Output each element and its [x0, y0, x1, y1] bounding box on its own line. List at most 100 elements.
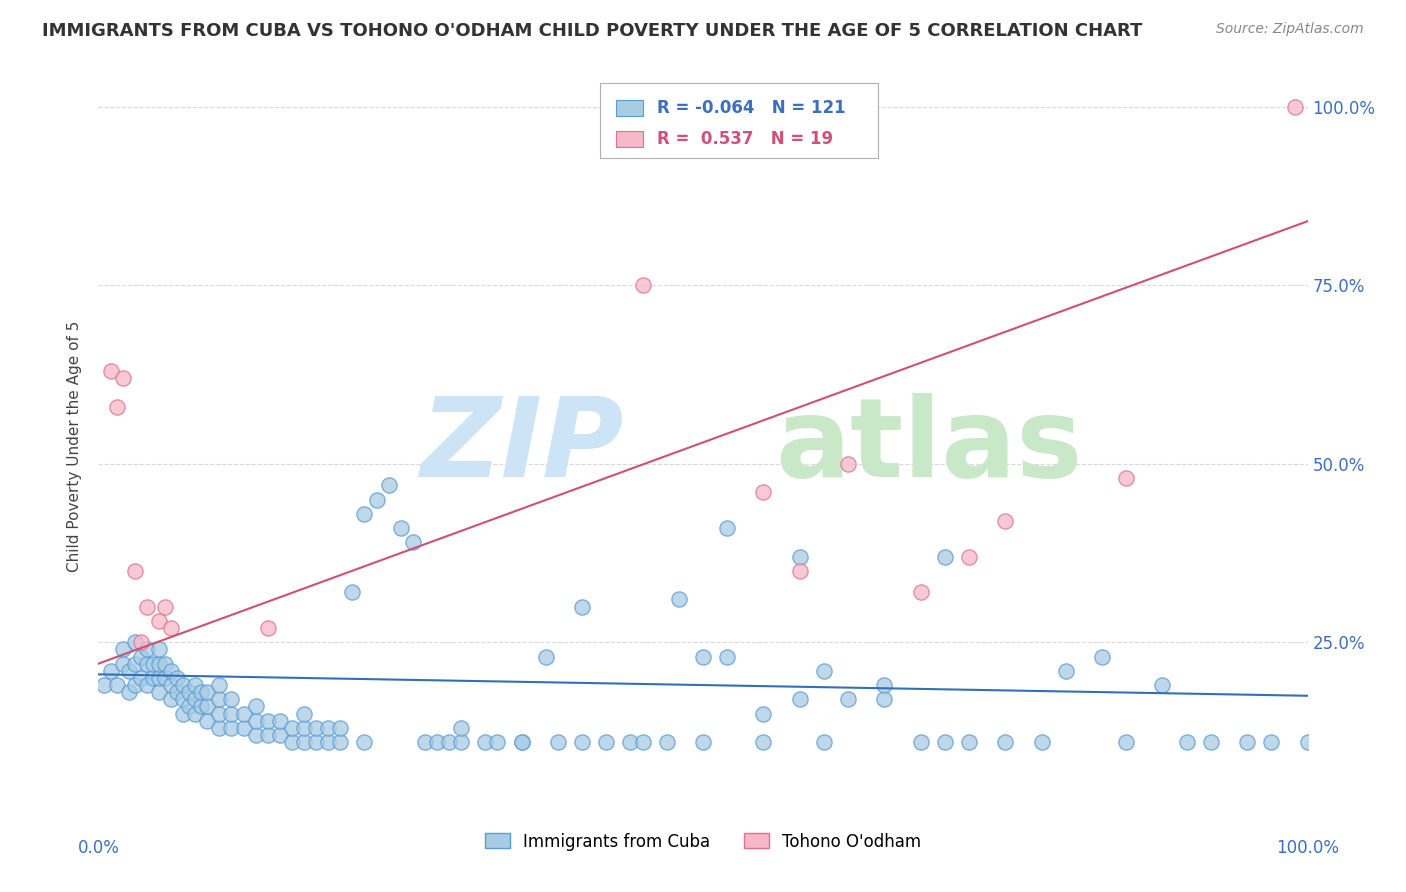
Point	[1115, 471, 1137, 485]
Point	[329, 721, 352, 735]
Point	[208, 692, 231, 706]
Point	[190, 685, 212, 699]
Point	[413, 735, 436, 749]
Point	[281, 735, 304, 749]
Point	[166, 671, 188, 685]
Text: R =  0.537   N = 19: R = 0.537 N = 19	[657, 130, 834, 148]
Point	[111, 371, 134, 385]
Point	[329, 735, 352, 749]
Point	[135, 678, 157, 692]
Y-axis label: Child Poverty Under the Age of 5: Child Poverty Under the Age of 5	[67, 320, 83, 572]
Point	[292, 735, 315, 749]
Point	[655, 735, 678, 749]
Point	[135, 657, 157, 671]
Point	[93, 678, 115, 692]
Point	[934, 735, 956, 749]
Point	[153, 671, 176, 685]
Point	[135, 642, 157, 657]
Point	[837, 692, 859, 706]
Point	[124, 564, 146, 578]
Point	[221, 706, 243, 721]
Point	[148, 657, 170, 671]
Point	[474, 735, 496, 749]
Point	[752, 706, 775, 721]
Point	[124, 657, 146, 671]
Point	[571, 599, 593, 614]
Point	[789, 564, 811, 578]
Point	[789, 549, 811, 564]
Point	[256, 728, 278, 742]
Point	[142, 657, 165, 671]
Point	[111, 642, 134, 657]
Point	[208, 721, 231, 735]
FancyBboxPatch shape	[600, 83, 879, 158]
Point	[631, 735, 654, 749]
Point	[668, 592, 690, 607]
Text: ZIP: ZIP	[420, 392, 624, 500]
Point	[148, 642, 170, 657]
Point	[377, 478, 399, 492]
Point	[124, 635, 146, 649]
Point	[118, 664, 141, 678]
Point	[342, 585, 364, 599]
Point	[195, 714, 218, 728]
Point	[534, 649, 557, 664]
Point	[316, 735, 339, 749]
Point	[910, 735, 932, 749]
Point	[595, 735, 617, 749]
Point	[292, 721, 315, 735]
Point	[873, 692, 896, 706]
Point	[232, 721, 254, 735]
Point	[172, 706, 194, 721]
Point	[1260, 735, 1282, 749]
Point	[129, 671, 152, 685]
Point	[716, 521, 738, 535]
Point	[179, 699, 201, 714]
Point	[166, 685, 188, 699]
Point	[957, 549, 980, 564]
Point	[1199, 735, 1222, 749]
Point	[184, 678, 207, 692]
Point	[148, 685, 170, 699]
Point	[100, 364, 122, 378]
Point	[184, 706, 207, 721]
Point	[129, 635, 152, 649]
Point	[153, 657, 176, 671]
Point	[221, 721, 243, 735]
Point	[366, 492, 388, 507]
Bar	[616, 100, 643, 116]
Point	[619, 735, 641, 749]
Point	[245, 714, 267, 728]
Text: 100.0%: 100.0%	[1277, 839, 1339, 857]
Point	[716, 649, 738, 664]
Point	[571, 735, 593, 749]
Point	[153, 599, 176, 614]
Point	[184, 692, 207, 706]
Point	[111, 657, 134, 671]
Point	[1175, 735, 1198, 749]
Point	[752, 485, 775, 500]
Point	[813, 664, 835, 678]
Point	[1236, 735, 1258, 749]
Point	[450, 721, 472, 735]
Text: atlas: atlas	[776, 392, 1083, 500]
Point	[160, 621, 183, 635]
Point	[873, 678, 896, 692]
Point	[994, 735, 1017, 749]
Point	[631, 278, 654, 293]
Point	[256, 621, 278, 635]
Point	[232, 706, 254, 721]
Point	[1091, 649, 1114, 664]
Point	[437, 735, 460, 749]
Point	[269, 714, 291, 728]
Point	[752, 735, 775, 749]
Point	[160, 678, 183, 692]
Point	[269, 728, 291, 742]
Point	[100, 664, 122, 678]
Point	[692, 649, 714, 664]
Point	[305, 721, 328, 735]
Point	[142, 671, 165, 685]
Point	[256, 714, 278, 728]
Point	[195, 699, 218, 714]
Point	[305, 735, 328, 749]
